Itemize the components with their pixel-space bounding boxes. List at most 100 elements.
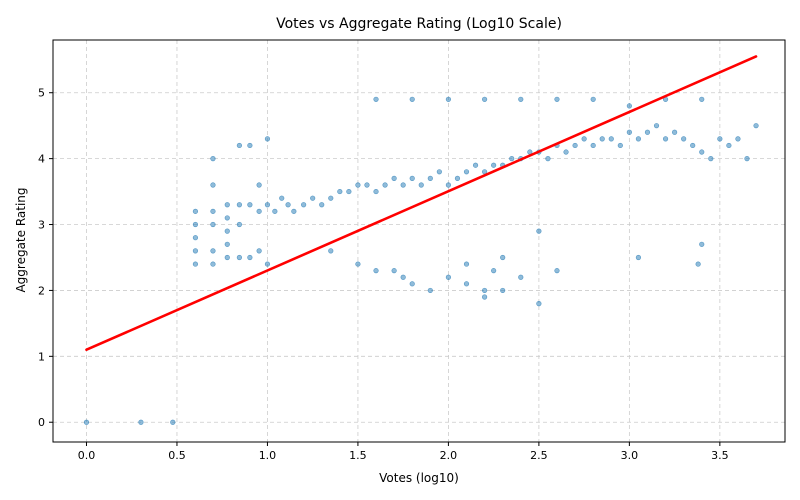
data-point: [346, 188, 352, 195]
data-point: [635, 136, 642, 142]
data-point: [224, 202, 230, 208]
data-point: [301, 202, 307, 208]
data-point: [726, 142, 732, 149]
data-point: [599, 136, 605, 142]
data-point: [264, 261, 271, 267]
data-point: [409, 175, 415, 181]
data-point: [192, 235, 199, 241]
data-point: [662, 136, 669, 142]
data-point: [608, 136, 614, 142]
data-point: [753, 123, 759, 129]
data-point: [536, 228, 542, 234]
data-point: [536, 301, 542, 307]
data-point: [644, 129, 651, 135]
axis-ticks: 0.0 0.5 1.0 1.5 2.0 2.5 3.0 3.5 0 1 2 3 4 5: [38, 87, 729, 462]
data-point: [224, 228, 230, 234]
data-point: [563, 149, 569, 155]
data-point: [138, 419, 144, 425]
data-point: [192, 248, 199, 254]
x-tick-label: 2.5: [530, 449, 548, 462]
data-point: [491, 162, 497, 168]
data-point: [264, 136, 271, 142]
data-point: [409, 281, 415, 287]
data-point: [355, 261, 361, 267]
data-point: [445, 274, 452, 280]
data-point: [635, 254, 642, 261]
data-point: [210, 156, 216, 162]
data-point: [373, 188, 379, 195]
data-point: [210, 261, 216, 267]
data-point: [744, 156, 750, 162]
data-point: [735, 136, 741, 142]
data-point: [382, 182, 388, 188]
data-point: [472, 162, 479, 168]
y-tick-label: 0: [38, 416, 45, 429]
data-point: [319, 202, 325, 208]
data-point: [436, 169, 442, 175]
y-axis-label: Aggregate Rating: [14, 187, 28, 292]
data-point: [590, 142, 596, 149]
data-point: [491, 268, 497, 274]
data-point: [626, 129, 632, 135]
data-point: [391, 268, 397, 274]
data-point: [337, 188, 343, 195]
regression-line-group: [85, 55, 758, 352]
data-point: [328, 248, 334, 254]
x-tick-label: 3.0: [621, 449, 639, 462]
data-point: [279, 195, 285, 201]
data-point: [581, 136, 587, 142]
data-point: [427, 175, 433, 181]
x-tick-label: 0.0: [78, 449, 96, 462]
data-point: [509, 156, 515, 162]
data-point: [355, 182, 361, 188]
data-point: [518, 96, 524, 102]
data-point: [291, 208, 297, 214]
data-point: [192, 221, 199, 228]
data-point: [328, 195, 334, 201]
data-point: [445, 182, 452, 188]
data-point: [717, 136, 723, 142]
data-point: [572, 142, 578, 149]
data-point: [708, 156, 714, 162]
data-point: [170, 419, 176, 425]
data-point: [690, 142, 696, 149]
data-point: [236, 142, 242, 149]
data-point: [224, 215, 230, 221]
data-point: [463, 169, 470, 175]
data-point: [672, 129, 678, 135]
chart-title: Votes vs Aggregate Rating (Log10 Scale): [276, 16, 562, 32]
y-tick-label: 2: [38, 284, 45, 297]
data-point: [681, 136, 687, 142]
data-point: [210, 221, 216, 228]
data-point: [418, 182, 424, 188]
plot-frame: [52, 39, 786, 443]
x-tick-label: 1.5: [349, 449, 367, 462]
y-tick-label: 3: [38, 219, 45, 232]
data-point: [400, 274, 406, 280]
x-tick-label: 3.5: [711, 449, 729, 462]
x-tick-label: 1.0: [259, 449, 277, 462]
data-point: [224, 254, 230, 261]
data-point: [247, 142, 253, 149]
data-point: [364, 182, 370, 188]
data-point: [481, 96, 488, 102]
data-point: [500, 287, 506, 294]
data-point: [699, 241, 705, 247]
data-point: [83, 419, 90, 425]
data-point: [192, 261, 199, 267]
data-point: [409, 96, 415, 102]
data-point: [626, 103, 632, 109]
data-point: [500, 254, 506, 261]
data-point: [256, 248, 262, 254]
data-point: [699, 149, 705, 155]
data-point: [391, 175, 397, 181]
data-point: [653, 123, 660, 129]
data-point: [256, 208, 262, 214]
data-point: [236, 202, 242, 208]
data-point: [272, 208, 278, 214]
data-point: [285, 202, 291, 208]
data-point: [400, 182, 406, 188]
data-point: [264, 202, 271, 208]
data-point: [617, 142, 623, 149]
